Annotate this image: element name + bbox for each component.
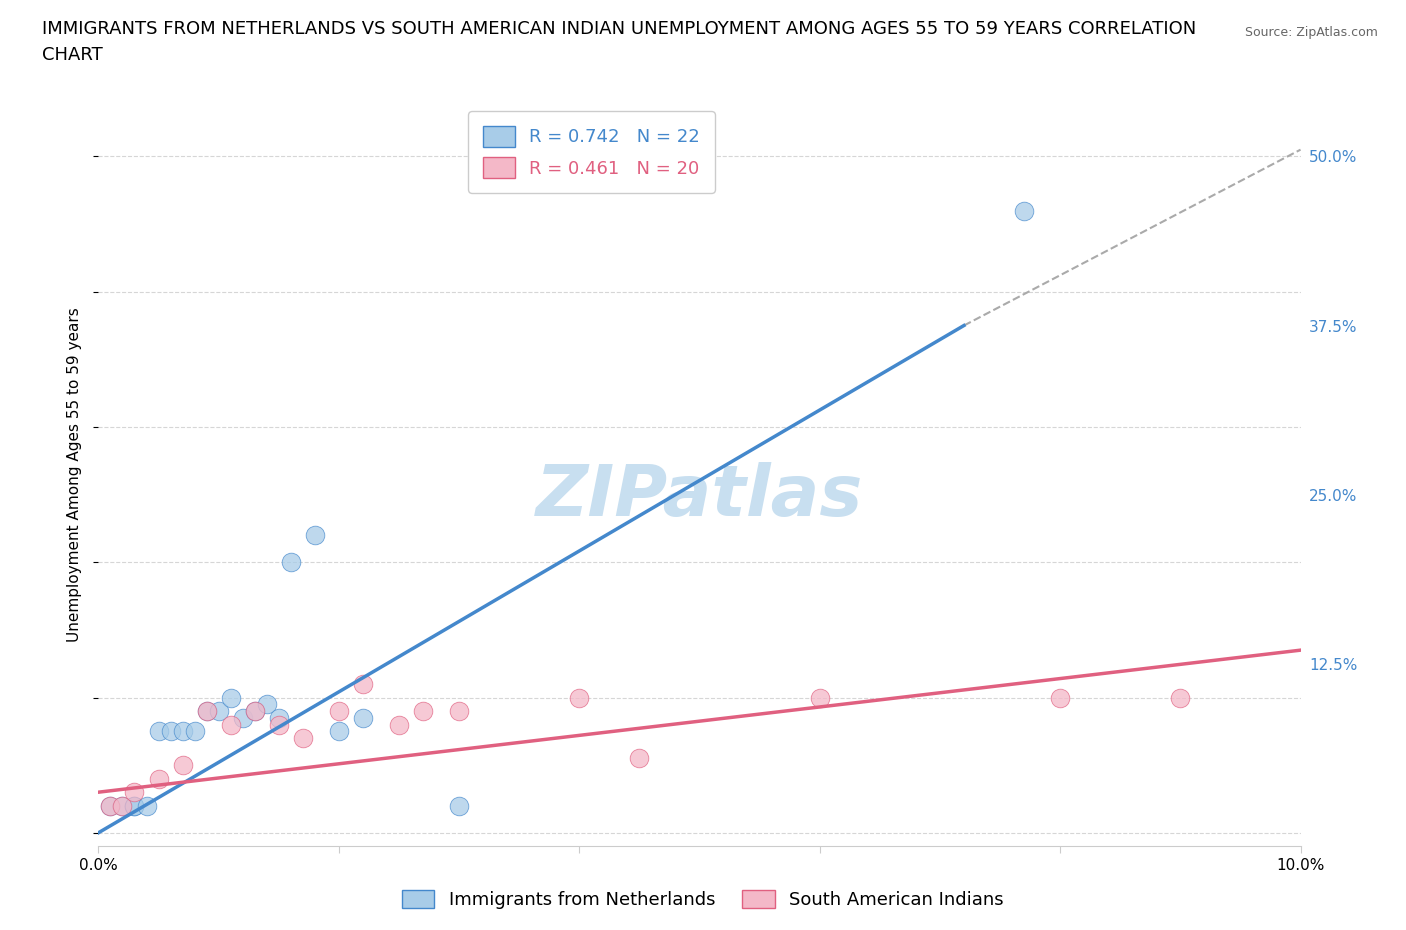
Point [447, 798, 470, 813]
Point [172, 758, 194, 773]
Point [124, 798, 146, 813]
Point [195, 704, 218, 719]
Point [352, 676, 374, 691]
Point [267, 717, 290, 732]
Text: Source: ZipAtlas.com: Source: ZipAtlas.com [1244, 26, 1378, 39]
Point [208, 704, 231, 719]
Point [135, 798, 157, 813]
Point [447, 704, 470, 719]
Point [280, 555, 302, 570]
Point [1170, 690, 1192, 705]
Text: IMMIGRANTS FROM NETHERLANDS VS SOUTH AMERICAN INDIAN UNEMPLOYMENT AMONG AGES 55 : IMMIGRANTS FROM NETHERLANDS VS SOUTH AME… [42, 20, 1197, 38]
Point [628, 751, 651, 765]
Point [568, 690, 591, 705]
Legend: Immigrants from Netherlands, South American Indians: Immigrants from Netherlands, South Ameri… [395, 883, 1011, 916]
Point [195, 704, 218, 719]
Point [111, 798, 134, 813]
Point [111, 798, 134, 813]
Y-axis label: Unemployment Among Ages 55 to 59 years: Unemployment Among Ages 55 to 59 years [67, 307, 83, 642]
Point [1012, 203, 1035, 218]
Point [1049, 690, 1071, 705]
Legend: R = 0.742   N = 22, R = 0.461   N = 20: R = 0.742 N = 22, R = 0.461 N = 20 [468, 112, 714, 193]
Text: CHART: CHART [42, 46, 103, 64]
Point [267, 711, 290, 725]
Point [100, 798, 122, 813]
Point [232, 711, 254, 725]
Point [148, 771, 170, 786]
Point [388, 717, 411, 732]
Point [148, 724, 170, 738]
Point [304, 527, 326, 542]
Point [100, 798, 122, 813]
Point [291, 731, 314, 746]
Point [172, 724, 194, 738]
Point [328, 704, 350, 719]
Point [243, 704, 266, 719]
Point [256, 697, 278, 711]
Point [124, 785, 146, 800]
Point [183, 724, 205, 738]
Point [219, 690, 242, 705]
Point [412, 704, 434, 719]
Point [219, 717, 242, 732]
Point [124, 798, 146, 813]
Point [352, 711, 374, 725]
Point [328, 724, 350, 738]
Point [159, 724, 181, 738]
Point [243, 704, 266, 719]
Point [808, 690, 831, 705]
Text: ZIPatlas: ZIPatlas [536, 462, 863, 531]
